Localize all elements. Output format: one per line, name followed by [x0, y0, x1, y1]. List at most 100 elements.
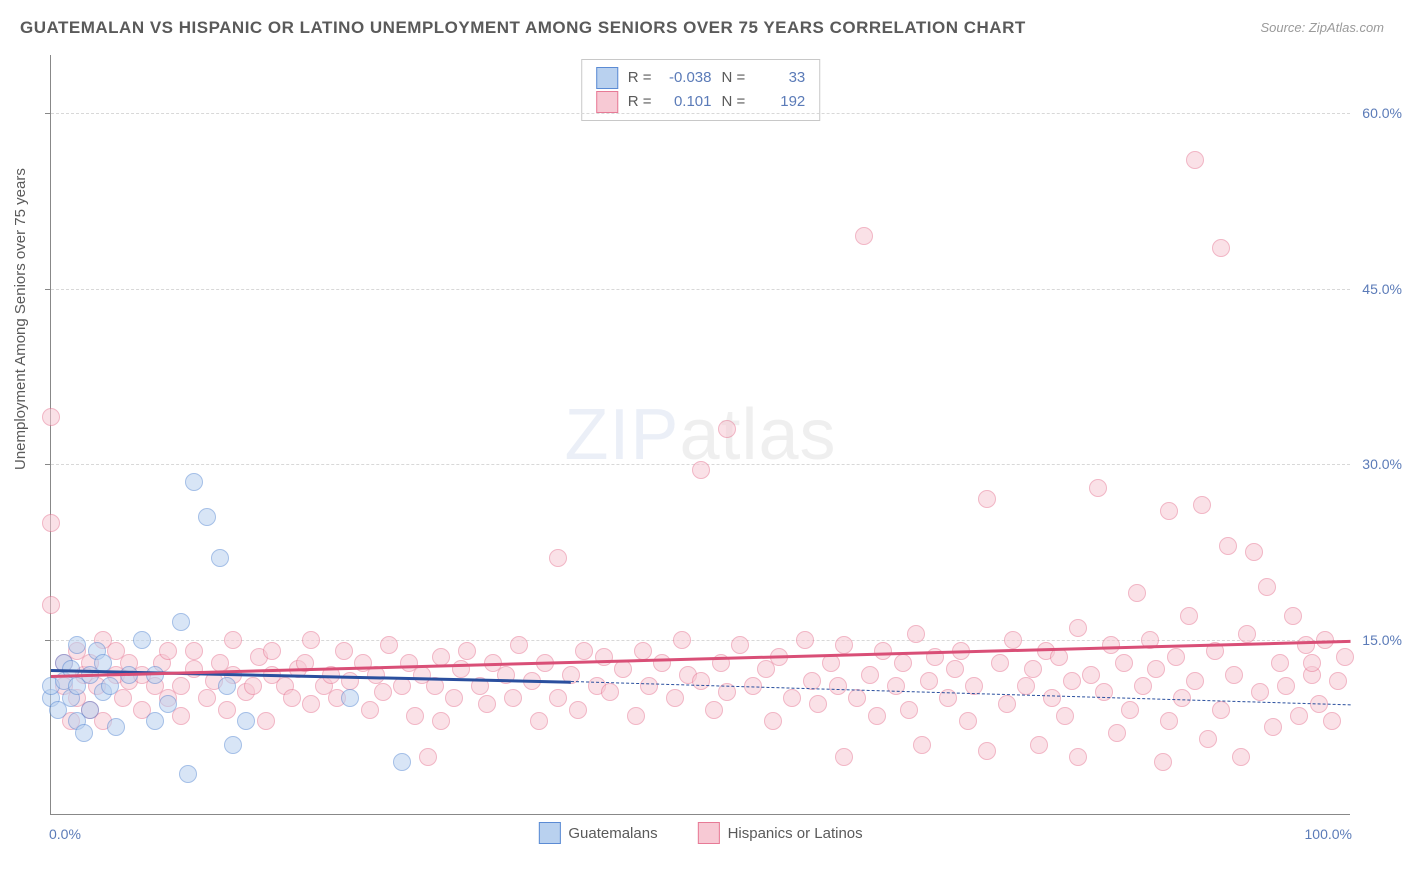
legend-swatch-hispanics [596, 91, 618, 113]
series-legend: Guatemalans Hispanics or Latinos [538, 822, 862, 844]
data-point-hispanics [835, 636, 853, 654]
data-point-hispanics [978, 742, 996, 760]
x-axis-max-label: 100.0% [1305, 826, 1352, 842]
data-point-hispanics [302, 631, 320, 649]
data-point-hispanics [452, 660, 470, 678]
data-point-hispanics [1212, 701, 1230, 719]
data-point-hispanics [1154, 753, 1172, 771]
data-point-hispanics [393, 677, 411, 695]
data-point-hispanics [731, 636, 749, 654]
data-point-guatemalans [179, 765, 197, 783]
data-point-hispanics [1089, 479, 1107, 497]
data-point-hispanics [874, 642, 892, 660]
data-point-hispanics [1173, 689, 1191, 707]
data-point-hispanics [42, 514, 60, 532]
data-point-hispanics [549, 689, 567, 707]
y-tick-label: 30.0% [1362, 456, 1402, 472]
data-point-hispanics [998, 695, 1016, 713]
data-point-hispanics [692, 461, 710, 479]
data-point-hispanics [653, 654, 671, 672]
y-tick-label: 45.0% [1362, 281, 1402, 297]
data-point-hispanics [1082, 666, 1100, 684]
data-point-hispanics [478, 695, 496, 713]
chart-title: GUATEMALAN VS HISPANIC OR LATINO UNEMPLO… [20, 18, 1026, 38]
gridline [51, 113, 1350, 114]
data-point-hispanics [1147, 660, 1165, 678]
data-point-hispanics [1284, 607, 1302, 625]
data-point-guatemalans [146, 712, 164, 730]
data-point-hispanics [445, 689, 463, 707]
data-point-hispanics [627, 707, 645, 725]
data-point-guatemalans [393, 753, 411, 771]
scatter-plot: ZIPatlas R = -0.038 N = 33 R = 0.101 N =… [50, 55, 1350, 815]
data-point-hispanics [1017, 677, 1035, 695]
legend-n-value-0: 33 [755, 66, 805, 90]
data-point-hispanics [549, 549, 567, 567]
data-point-hispanics [1160, 712, 1178, 730]
data-point-hispanics [374, 683, 392, 701]
legend-item-guatemalans: Guatemalans [538, 822, 657, 844]
data-point-guatemalans [341, 689, 359, 707]
data-point-hispanics [1128, 584, 1146, 602]
data-point-hispanics [796, 631, 814, 649]
data-point-hispanics [432, 712, 450, 730]
data-point-hispanics [595, 648, 613, 666]
data-point-hispanics [1043, 689, 1061, 707]
data-point-hispanics [1160, 502, 1178, 520]
data-point-hispanics [894, 654, 912, 672]
data-point-hispanics [907, 625, 925, 643]
data-point-hispanics [458, 642, 476, 660]
data-point-hispanics [718, 420, 736, 438]
data-point-hispanics [159, 642, 177, 660]
x-axis-min-label: 0.0% [49, 826, 81, 842]
data-point-hispanics [640, 677, 658, 695]
data-point-hispanics [510, 636, 528, 654]
data-point-hispanics [705, 701, 723, 719]
trend-line [571, 681, 1351, 705]
data-point-hispanics [283, 689, 301, 707]
data-point-hispanics [1323, 712, 1341, 730]
data-point-hispanics [1134, 677, 1152, 695]
legend-item-hispanics: Hispanics or Latinos [698, 822, 863, 844]
legend-r-value-0: -0.038 [662, 66, 712, 90]
data-point-hispanics [861, 666, 879, 684]
data-point-hispanics [341, 672, 359, 690]
legend-r-label: R = [628, 66, 652, 90]
data-point-hispanics [1069, 619, 1087, 637]
data-point-hispanics [1303, 654, 1321, 672]
data-point-hispanics [848, 689, 866, 707]
data-point-hispanics [1271, 654, 1289, 672]
data-point-hispanics [1232, 748, 1250, 766]
data-point-guatemalans [185, 473, 203, 491]
data-point-hispanics [380, 636, 398, 654]
data-point-guatemalans [81, 701, 99, 719]
data-point-guatemalans [218, 677, 236, 695]
data-point-hispanics [959, 712, 977, 730]
gridline [51, 289, 1350, 290]
data-point-hispanics [666, 689, 684, 707]
data-point-hispanics [335, 642, 353, 660]
watermark-part1: ZIP [564, 395, 679, 475]
legend-n-label: N = [722, 66, 746, 90]
data-point-hispanics [172, 677, 190, 695]
data-point-guatemalans [68, 636, 86, 654]
data-point-hispanics [809, 695, 827, 713]
data-point-guatemalans [211, 549, 229, 567]
data-point-hispanics [991, 654, 1009, 672]
data-point-hispanics [198, 689, 216, 707]
data-point-hispanics [835, 748, 853, 766]
data-point-hispanics [1115, 654, 1133, 672]
data-point-hispanics [1167, 648, 1185, 666]
data-point-hispanics [218, 701, 236, 719]
data-point-guatemalans [101, 677, 119, 695]
data-point-hispanics [1024, 660, 1042, 678]
data-point-hispanics [1225, 666, 1243, 684]
data-point-hispanics [575, 642, 593, 660]
data-point-hispanics [1329, 672, 1347, 690]
legend-label-guatemalans: Guatemalans [568, 825, 657, 842]
data-point-hispanics [920, 672, 938, 690]
y-tick-label: 60.0% [1362, 105, 1402, 121]
data-point-hispanics [900, 701, 918, 719]
data-point-hispanics [868, 707, 886, 725]
data-point-hispanics [244, 677, 262, 695]
